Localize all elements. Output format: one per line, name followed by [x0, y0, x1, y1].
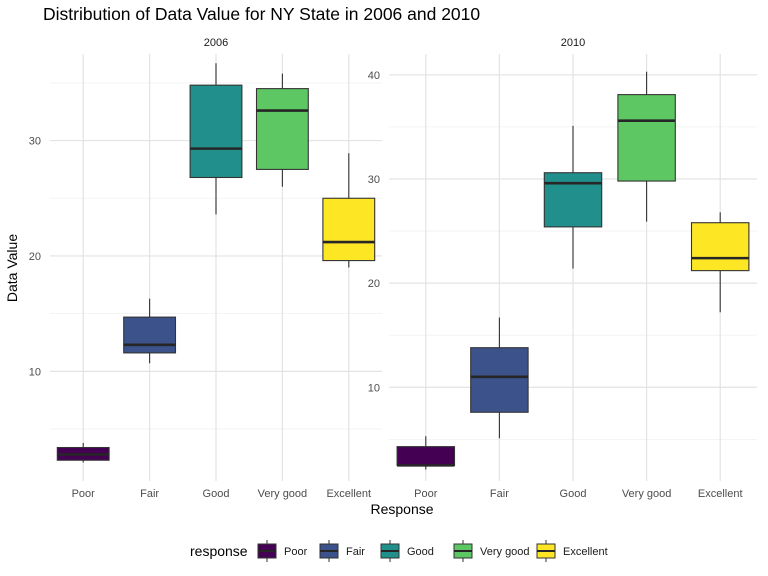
box-body [322, 197, 376, 262]
box-very-good [255, 73, 309, 187]
box-good [189, 63, 243, 215]
y-tick-label: 40 [368, 70, 380, 82]
legend-label: Poor [284, 546, 308, 558]
box-body [396, 446, 456, 466]
x-tick-label: Very good [622, 488, 672, 500]
y-tick-label: 20 [368, 278, 380, 290]
x-tick-label: Excellent [326, 488, 371, 500]
box-excellent [690, 212, 750, 313]
x-tick-label: Very good [258, 488, 308, 500]
box-body [617, 94, 676, 182]
x-tick-label: Poor [72, 488, 96, 500]
panels-layer: 2006 10 20 30 Poor Fair Good Very good Excellent… [29, 37, 757, 500]
legend-item-fair: Fair [319, 540, 365, 562]
panel-strip-label: 2006 [204, 37, 228, 49]
y-tick-label: 30 [368, 174, 380, 186]
legend-label: Very good [480, 546, 530, 558]
box-fair [470, 317, 529, 439]
x-tick-label: Good [203, 488, 230, 500]
x-tick-label: Poor [414, 488, 438, 500]
legend-item-poor: Poor [257, 540, 308, 562]
box-good [543, 125, 603, 269]
box-excellent [322, 153, 376, 268]
box-poor [56, 442, 110, 463]
y-tick-label: 10 [29, 366, 41, 378]
box-body [543, 172, 603, 228]
y-axis-label: Data Value [4, 234, 20, 302]
box-very-good [617, 71, 676, 222]
x-axis-label: Response [370, 501, 433, 517]
x-tick-label: Good [560, 488, 587, 500]
y-tick-label: 30 [29, 136, 41, 148]
box-body [189, 84, 243, 179]
y-tick-label: 10 [368, 382, 380, 394]
legend-title: response [190, 543, 248, 559]
box-body [690, 222, 750, 272]
legend-item-excellent: Excellent [536, 540, 608, 562]
x-tick-label: Fair [140, 488, 159, 500]
panel-strip-label: 2010 [561, 37, 585, 49]
legend-item-good: Good [380, 540, 434, 562]
x-tick-label: Fair [490, 488, 509, 500]
box-body [470, 347, 529, 413]
legend: response Poor Fair Good Very good Excellent [190, 540, 608, 562]
chart-title: Distribution of Data Value for NY State … [43, 4, 481, 24]
legend-label: Excellent [563, 546, 608, 558]
legend-item-very-good: Very good [453, 540, 530, 562]
panel-2006: 2006 10 20 30 Poor Fair Good Very good Excellent [29, 37, 382, 500]
box-poor [396, 436, 456, 470]
box-body [123, 316, 177, 354]
x-tick-label: Excellent [698, 488, 743, 500]
legend-label: Good [407, 546, 434, 558]
legend-label: Fair [346, 546, 365, 558]
box-fair [123, 298, 177, 364]
y-tick-label: 20 [29, 251, 41, 263]
box-body [255, 88, 309, 170]
